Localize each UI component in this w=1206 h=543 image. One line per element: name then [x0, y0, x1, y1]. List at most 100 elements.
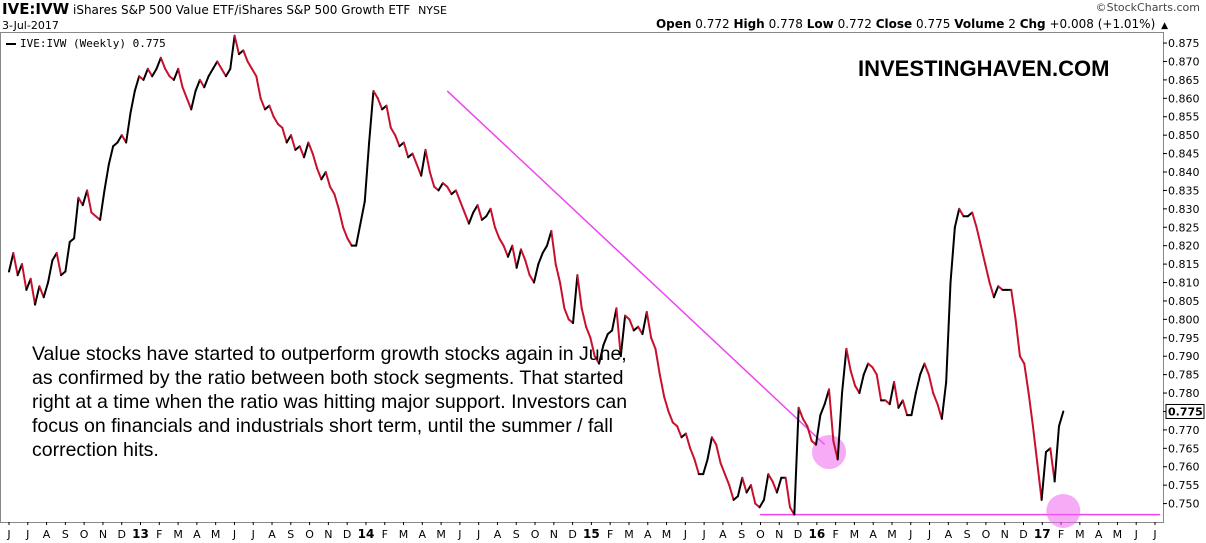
y-tick-label: 0.770 — [1168, 424, 1200, 437]
series-segment — [875, 373, 883, 402]
series-segment — [524, 259, 531, 277]
x-tick-label: M — [173, 528, 183, 541]
series-segment — [871, 366, 878, 376]
series-segment — [1027, 392, 1034, 428]
x-tick-label: N — [99, 528, 107, 541]
x-tick-label: F — [832, 528, 838, 541]
x-tick-label: J — [457, 528, 461, 541]
series-segment — [927, 373, 935, 395]
series-segment — [1053, 425, 1060, 483]
x-tick-label: A — [419, 528, 427, 541]
series-segment — [815, 414, 822, 446]
y-tick-label: 0.875 — [1168, 37, 1200, 50]
series-segment — [736, 476, 744, 498]
volume-label: Volume — [954, 17, 1005, 31]
series-segment — [463, 211, 470, 225]
series-segment — [797, 406, 804, 420]
x-tick-label: O — [80, 528, 89, 541]
series-segment — [580, 307, 588, 328]
series-segment — [654, 347, 661, 376]
series-segment — [411, 152, 418, 166]
series-segment — [762, 473, 770, 501]
series-segment — [602, 333, 609, 347]
series-segment — [172, 67, 180, 81]
y-tick-label: 0.765 — [1168, 442, 1200, 455]
series-segment — [511, 244, 518, 269]
series-segment — [563, 307, 570, 321]
series-segment — [107, 145, 115, 166]
series-segment — [945, 281, 952, 383]
x-tick-label: J — [683, 528, 687, 541]
series-segment — [359, 200, 366, 225]
series-segment — [220, 67, 227, 78]
series-segment — [988, 281, 995, 299]
series-segment — [8, 252, 15, 273]
series-segment — [255, 75, 262, 100]
x-tick-label: O — [756, 528, 765, 541]
legend-label: IVE:IVW (Weekly) 0.775 — [20, 37, 166, 50]
series-segment — [1014, 318, 1021, 358]
series-segment — [793, 406, 800, 516]
series-segment — [728, 484, 735, 501]
volume-value: 2 — [1008, 17, 1016, 31]
x-tick-label: M — [1113, 528, 1123, 541]
high-label: High — [733, 17, 765, 31]
series-segment — [103, 163, 110, 192]
series-segment — [25, 277, 32, 291]
low-label: Low — [806, 17, 834, 31]
x-tick-label: J — [25, 528, 29, 541]
series-segment — [741, 476, 748, 494]
brand-label: ©StockCharts.com — [1095, 1, 1200, 14]
series-segment — [342, 226, 349, 240]
exchange-label: NYSE — [418, 4, 447, 17]
y-tick-label: 0.780 — [1168, 387, 1200, 400]
series-segment — [984, 263, 991, 284]
series-segment — [684, 432, 692, 450]
x-tick-label: J — [701, 528, 705, 541]
series-segment — [233, 34, 240, 56]
y-tick-label: 0.820 — [1168, 240, 1200, 253]
y-tick-label: 0.830 — [1168, 203, 1200, 216]
x-tick-label: S — [964, 528, 971, 541]
series-segment — [42, 281, 50, 299]
y-tick-label: 0.750 — [1168, 498, 1200, 511]
x-tick-label: D — [117, 528, 125, 541]
series-segment — [979, 244, 987, 266]
series-segment — [372, 89, 379, 100]
series-segment — [203, 75, 210, 89]
series-segment — [259, 97, 266, 111]
y-tick-label: 0.810 — [1168, 277, 1200, 290]
series-segment — [845, 347, 852, 372]
series-segment — [498, 237, 505, 247]
series-segment — [615, 307, 622, 358]
x-tick-label: J — [251, 528, 255, 541]
series-segment — [246, 60, 253, 70]
x-tick-label: A — [268, 528, 276, 541]
series-segment — [771, 480, 778, 494]
chg-value: +0.008 (+1.01%) — [1049, 17, 1156, 31]
series-segment — [585, 325, 592, 339]
series-segment — [116, 134, 123, 144]
x-tick-label: M — [1075, 528, 1085, 541]
series-segment — [142, 67, 149, 81]
series-segment — [250, 67, 258, 78]
series-segment — [888, 381, 896, 406]
series-segment — [710, 436, 718, 446]
y-tick-label: 0.835 — [1168, 184, 1200, 197]
series-segment — [693, 458, 700, 476]
series-segment — [216, 60, 223, 70]
x-tick-label: 14 — [358, 527, 375, 541]
series-segment — [489, 207, 496, 229]
x-tick-label: M — [399, 528, 409, 541]
series-segment — [923, 362, 930, 376]
x-tick-label: F — [156, 528, 162, 541]
series-segment — [77, 196, 84, 207]
series-segment — [541, 244, 549, 255]
series-segment — [229, 34, 236, 70]
x-tick-label: S — [287, 528, 294, 541]
series-segment — [385, 104, 392, 129]
legend: IVE:IVW (Weekly) 0.775 — [6, 37, 166, 50]
series-segment — [559, 281, 566, 310]
x-tick-label: M — [887, 528, 897, 541]
x-tick-label: A — [43, 528, 51, 541]
